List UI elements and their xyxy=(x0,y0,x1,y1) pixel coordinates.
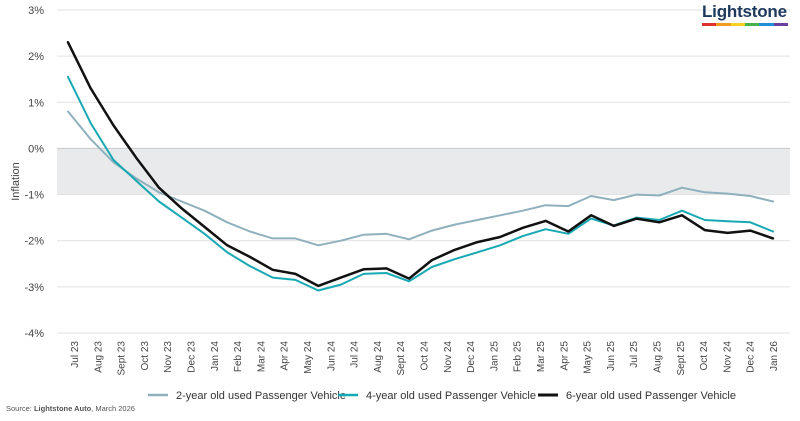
y-tick-label: 2% xyxy=(28,51,44,63)
x-tick-label: Nov 24 xyxy=(722,341,733,373)
negative-shade-band xyxy=(57,148,790,195)
x-tick-label: May 25 xyxy=(583,341,594,374)
x-tick-label: Jul 23 xyxy=(70,341,81,368)
x-tick-label: Feb 24 xyxy=(233,341,244,373)
x-tick-label: Oct 23 xyxy=(140,341,151,371)
logo-bar-segment xyxy=(716,23,731,26)
x-tick-label: Aug 24 xyxy=(373,341,384,373)
x-tick-label: Sept 25 xyxy=(676,341,687,376)
series-line xyxy=(67,75,774,292)
logo-bar-segment xyxy=(744,23,760,26)
x-tick-label: Dec 24 xyxy=(466,341,477,373)
y-tick-label: -4% xyxy=(24,328,44,340)
x-tick-label: Mar 24 xyxy=(256,341,267,373)
y-axis-title: Inflation xyxy=(10,162,22,201)
x-tick-label: Jun 24 xyxy=(326,341,337,371)
x-tick-label: Nov 23 xyxy=(163,341,174,373)
logo-color-bar xyxy=(702,23,788,26)
source-note: Source: Lightstone Auto, March 2026 xyxy=(6,404,135,413)
y-tick-label: 1% xyxy=(28,97,44,109)
x-tick-label: Dec 24 xyxy=(746,341,757,373)
y-tick-label: 3% xyxy=(28,5,44,17)
y-tick-label: -1% xyxy=(24,190,44,202)
x-tick-label: Feb 25 xyxy=(513,341,524,373)
x-tick-label: Apr 25 xyxy=(559,341,570,371)
x-tick-label: Nov 24 xyxy=(443,341,454,373)
x-tick-label: Dec 23 xyxy=(187,341,198,373)
lightstone-logo: Lightstone xyxy=(702,2,792,30)
x-tick-label: Aug 25 xyxy=(653,341,664,373)
y-tick-label: -3% xyxy=(24,282,44,294)
y-tick-label: -2% xyxy=(24,236,44,248)
source-label: Source: xyxy=(6,404,32,413)
x-tick-label: May 24 xyxy=(303,341,314,374)
x-tick-label: Sept 23 xyxy=(117,341,128,376)
series-line xyxy=(67,110,774,247)
x-tick-label: Oct 24 xyxy=(699,341,710,371)
x-tick-label: Jul 24 xyxy=(350,341,361,368)
x-tick-label: Jan 25 xyxy=(489,341,500,371)
x-tick-label: Jul 25 xyxy=(629,341,640,368)
y-tick-label: 0% xyxy=(28,143,44,155)
logo-bar-segment xyxy=(702,23,717,26)
x-tick-label: Jan 26 xyxy=(769,341,780,371)
x-tick-label: Sept 24 xyxy=(396,341,407,376)
x-tick-label: Jan 24 xyxy=(210,341,221,371)
x-tick-label: Jun 25 xyxy=(606,341,617,371)
source-name: Lightstone Auto xyxy=(33,404,92,413)
x-tick-label: Aug 23 xyxy=(93,341,104,373)
x-tick-label: Apr 24 xyxy=(280,341,291,371)
logo-bar-segment xyxy=(759,23,774,26)
logo-text: Lightstone xyxy=(702,2,787,21)
source-date: , March 2026 xyxy=(91,404,135,413)
legend-label: 4-year old used Passenger Vehicle xyxy=(366,390,536,402)
logo-bar-segment xyxy=(773,23,788,26)
series-line xyxy=(66,41,775,288)
x-tick-label: Mar 25 xyxy=(536,341,547,373)
legend-label: 6-year old used Passenger Vehicle xyxy=(566,390,736,402)
logo-bar-segment xyxy=(730,23,745,26)
legend-label: 2-year old used Passenger Vehicle xyxy=(176,390,346,402)
x-tick-label: Oct 24 xyxy=(420,341,431,371)
